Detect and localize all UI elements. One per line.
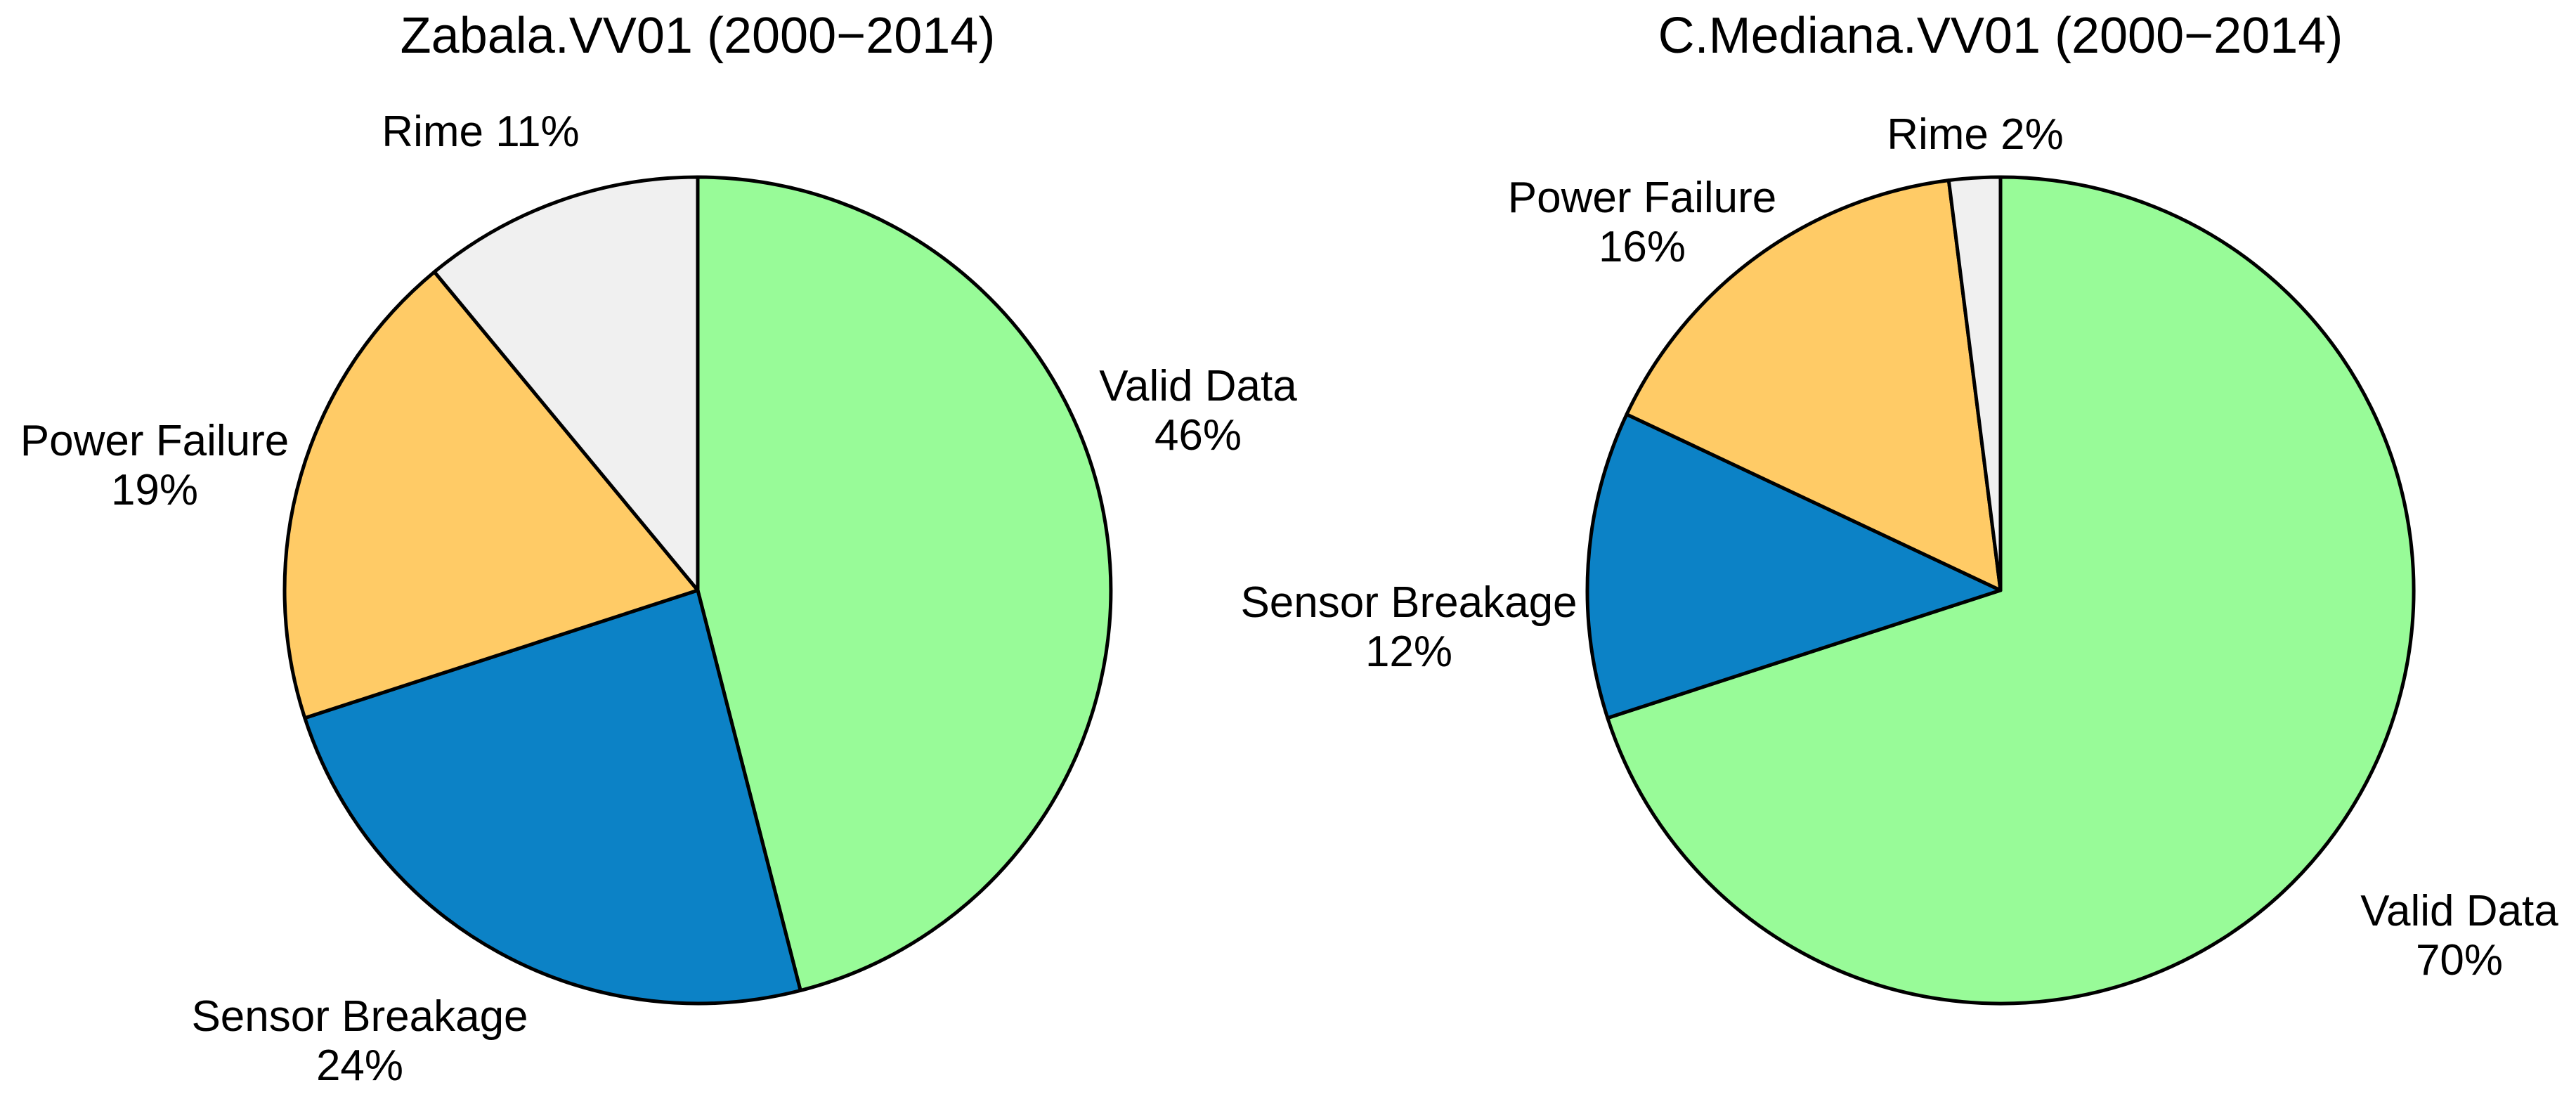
pie-slice-valid-data	[696, 175, 1113, 992]
slice-label-line: Rime 2%	[1887, 110, 2064, 159]
slice-label-rime: Rime 11%	[382, 108, 579, 156]
slice-label-line: Power Failure	[1508, 174, 1776, 222]
chart-title-right: C.Mediana.VV01 (2000−2014)	[1658, 8, 2343, 64]
slice-label-line: Valid Data	[1099, 362, 1297, 410]
pie-slice-power-failure	[1625, 178, 2003, 592]
slice-label-line: Valid Data	[2360, 887, 2558, 935]
slice-label-sensor-breakage: Sensor Breakage 24%	[191, 992, 528, 1090]
pie-chart-left: Valid Data 46% Sensor Breakage 24% Power Fai…	[20, 8, 1297, 1090]
pie-chart-right: Valid Data 70% Sensor Breakage 12% Power Fai…	[1240, 8, 2558, 1006]
slice-label-power-failure: Power Failure 19%	[20, 417, 289, 514]
slice-label-line: 19%	[111, 466, 198, 514]
slice-label-line: Sensor Breakage	[1240, 578, 1577, 627]
slice-label-line: 46%	[1154, 411, 1242, 460]
pie-slice-sensor-breakage	[1585, 413, 2003, 720]
slice-label-power-failure: Power Failure 16%	[1508, 174, 1776, 271]
slice-label-line: 16%	[1599, 223, 1686, 271]
pie-slice-rime	[432, 175, 700, 592]
chart-title-left: Zabala.VV01 (2000−2014)	[401, 8, 996, 64]
pie-slice-power-failure	[282, 270, 700, 720]
slice-label-line: 24%	[316, 1041, 403, 1090]
slice-label-valid-data: Valid Data 70%	[2360, 887, 2558, 985]
pie-slice-rime	[1946, 175, 2003, 592]
slice-label-line: Sensor Breakage	[191, 992, 528, 1041]
pie-slice-valid-data	[1606, 175, 2416, 1006]
pie-slice-sensor-breakage	[303, 588, 802, 1006]
slice-label-line: Power Failure	[20, 417, 289, 465]
slice-label-line: 12%	[1365, 628, 1452, 676]
slice-label-rime: Rime 2%	[1887, 110, 2064, 159]
slice-label-line: 70%	[2416, 936, 2503, 985]
slice-label-sensor-breakage: Sensor Breakage 12%	[1240, 578, 1577, 676]
slice-label-valid-data: Valid Data 46%	[1099, 362, 1297, 460]
slice-label-line: Rime 11%	[382, 108, 579, 156]
